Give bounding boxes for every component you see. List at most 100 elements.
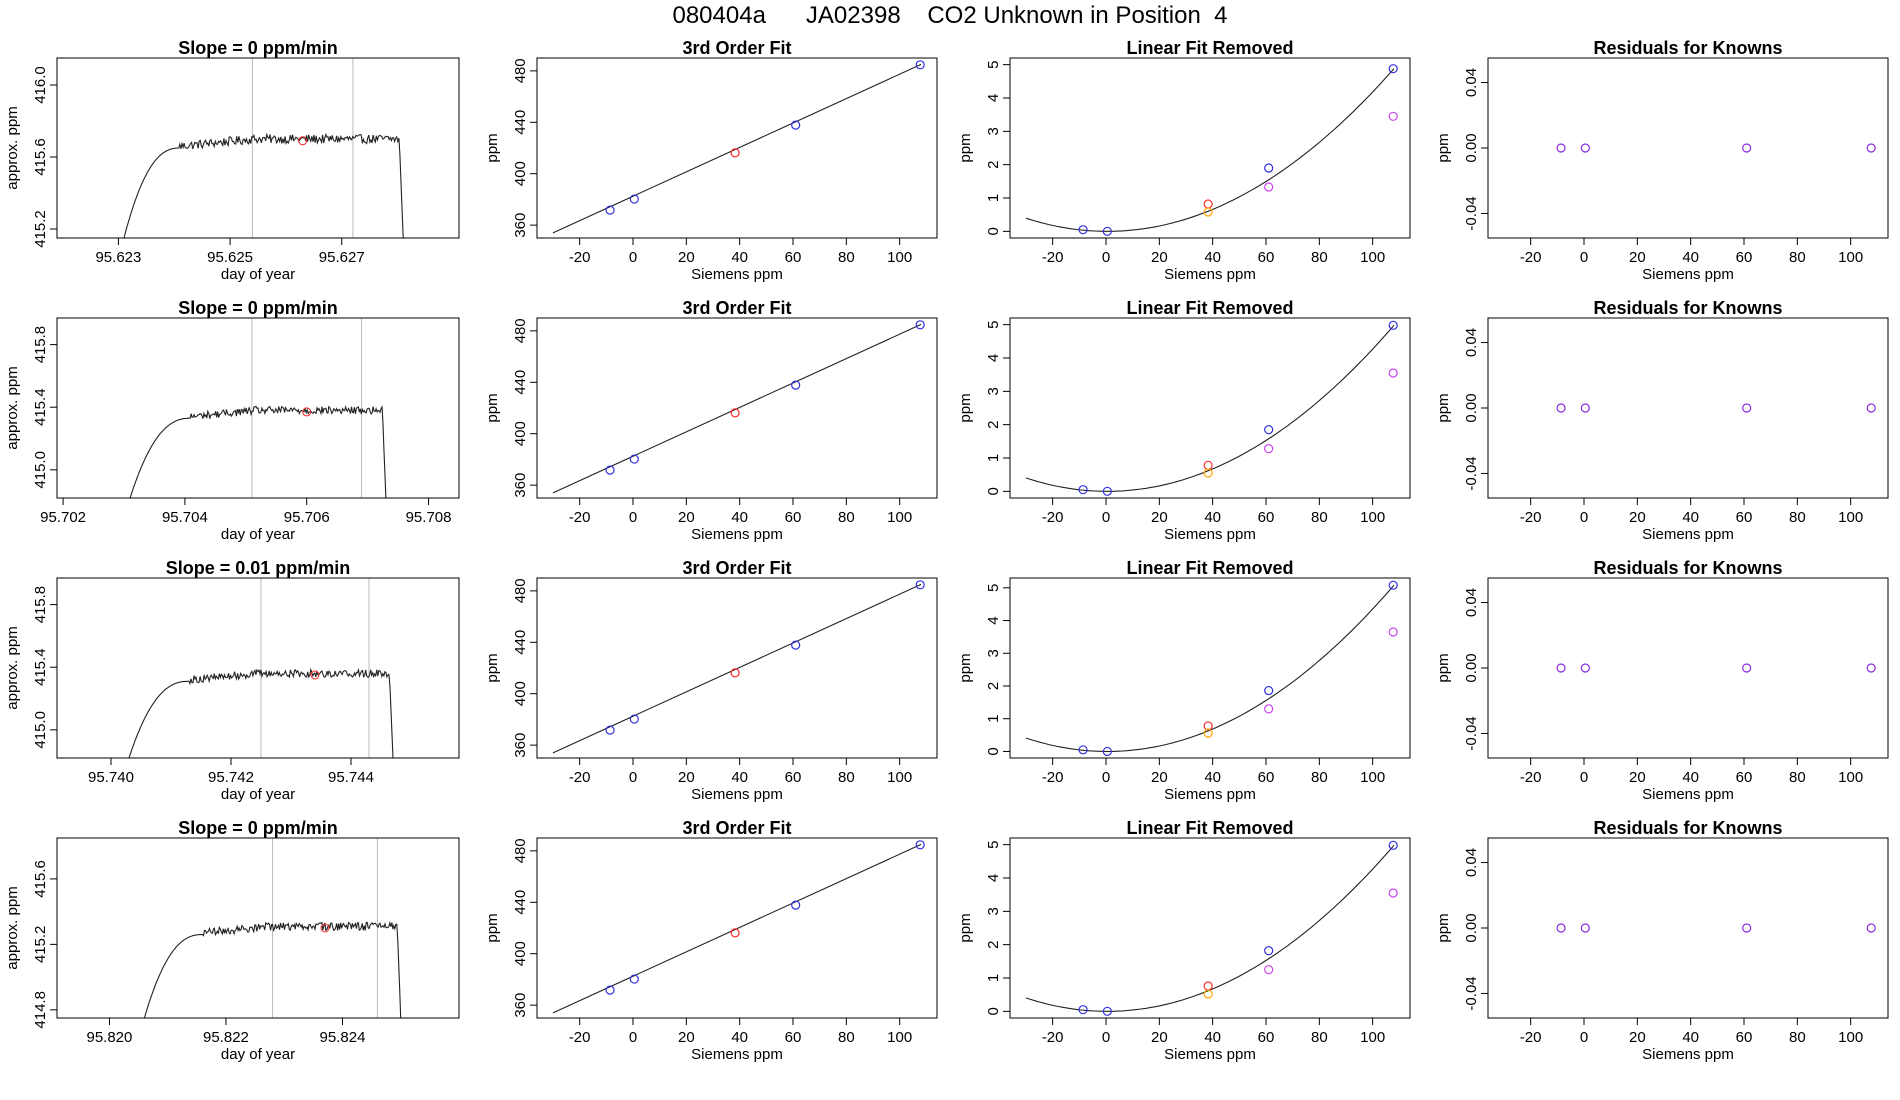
x-tick-label: 100 [1838,249,1863,266]
data-point [1388,627,1398,637]
fit-line [552,583,922,754]
data-point [1388,320,1398,330]
x-tick-label: 60 [1736,769,1753,786]
x-tick-label: 20 [1151,1029,1168,1046]
data-point [629,974,639,984]
data-point [1556,923,1566,933]
y-tick-label: 1 [985,194,1002,202]
data-point [1078,745,1088,755]
x-tick-label: 40 [731,769,748,786]
y-tick-label: 415.8 [32,586,49,624]
x-tick-label: 95.744 [328,769,374,786]
x-tick-label: 40 [1682,1029,1699,1046]
x-tick-label: 20 [678,769,695,786]
data-point [1203,728,1213,738]
plot-frame [56,317,460,499]
data-point [1388,64,1398,74]
panel-title: Slope = 0.01 ppm/min [166,558,351,578]
plot-area [1025,840,1398,1016]
x-tick-label: 95.623 [95,249,141,266]
panel-title: Linear Fit Removed [1126,298,1293,318]
data-point [730,668,740,678]
panel-title: Residuals for Knowns [1593,558,1782,578]
y-tick-label: 2 [985,682,1002,690]
data-point [629,454,639,464]
plot-area [552,320,925,494]
x-tick-label: 95.627 [319,249,365,266]
x-tick-label: 100 [1838,509,1863,526]
data-point [1866,143,1876,153]
x-tick-label: 80 [838,1029,855,1046]
data-point [1742,663,1752,673]
x-axis-label: Siemens ppm [1642,786,1734,803]
y-axis-label: ppm [1435,653,1452,682]
x-tick-label: 80 [1789,1029,1806,1046]
panel-r2-c4: Residuals for Knowns -20 0 20 40 60 80 100 -0.04… [1435,298,1889,543]
plot-frame [1009,317,1411,499]
y-tick-label: 0 [985,487,1002,495]
panel-title: 3rd Order Fit [682,818,791,838]
data-point [1556,663,1566,673]
y-tick-label: 0 [985,227,1002,235]
x-tick-label: 60 [1258,769,1275,786]
data-point [915,580,925,590]
plot-area [129,318,387,498]
data-point [1203,981,1213,991]
average-marker [302,407,312,417]
y-tick-label: 415.2 [32,926,49,964]
x-tick-label: 80 [838,769,855,786]
y-tick-label: -0.04 [1463,196,1480,230]
x-tick-label: 60 [1736,509,1753,526]
panel-r2-c2: 3rd Order Fit -20 0 20 40 60 80 100 360 400 440 480… [484,298,938,543]
data-point [1580,403,1590,413]
x-tick-label: 60 [1736,1029,1753,1046]
panel-r4-c3: Linear Fit Removed -20 0 20 40 60 80 100 0 1 2 3 4 5 S… [957,818,1411,1063]
y-tick-label: 480 [512,578,529,603]
x-tick-label: -20 [569,509,591,526]
page-title: 080404a JA02398 CO2 Unknown in Position … [672,2,1228,29]
x-axis-label: day of year [221,786,295,803]
panel-title: Slope = 0 ppm/min [178,38,338,58]
data-point [1866,663,1876,673]
x-axis-label: Siemens ppm [691,266,783,283]
data-point [605,725,615,735]
data-point [1556,403,1566,413]
x-tick-label: 80 [1311,509,1328,526]
x-tick-label: 95.820 [86,1029,132,1046]
x-tick-label: -20 [1042,509,1064,526]
concentration-trace [129,405,387,498]
y-tick-label: -0.04 [1463,976,1480,1010]
panel-r4-c4: Residuals for Knowns -20 0 20 40 60 80 100 -0.04… [1435,818,1889,1063]
data-point [1078,485,1088,495]
x-axis-label: day of year [221,266,295,283]
data-point [1102,486,1112,496]
y-tick-label: 440 [512,110,529,135]
y-tick-label: 480 [512,318,529,343]
x-tick-label: 95.706 [284,509,330,526]
x-tick-label: 95.822 [203,1029,249,1046]
data-point [1866,923,1876,933]
x-tick-label: 60 [1736,249,1753,266]
x-axis-label: Siemens ppm [691,526,783,543]
panel-title: Linear Fit Removed [1126,558,1293,578]
x-axis-label: Siemens ppm [1164,786,1256,803]
y-tick-label: 440 [512,370,529,395]
x-tick-label: 40 [1204,769,1221,786]
plot-area [1025,320,1398,496]
y-axis-label: approx. ppm [4,106,21,189]
y-tick-label: 400 [512,681,529,706]
panel-r2-c3: Linear Fit Removed -20 0 20 40 60 80 100 0 1 2 3 4 5 S… [957,298,1411,543]
y-tick-label: 3 [985,127,1002,135]
x-tick-label: 60 [1258,509,1275,526]
data-point [1264,965,1274,975]
data-point [730,928,740,938]
data-point [605,465,615,475]
plot-frame [1487,577,1889,759]
x-tick-label: -20 [1520,509,1542,526]
data-point [1203,721,1213,731]
y-tick-label: 0.00 [1463,133,1480,162]
data-point [1102,746,1112,757]
x-tick-label: 100 [1838,1029,1863,1046]
x-axis-label: Siemens ppm [691,1046,783,1063]
